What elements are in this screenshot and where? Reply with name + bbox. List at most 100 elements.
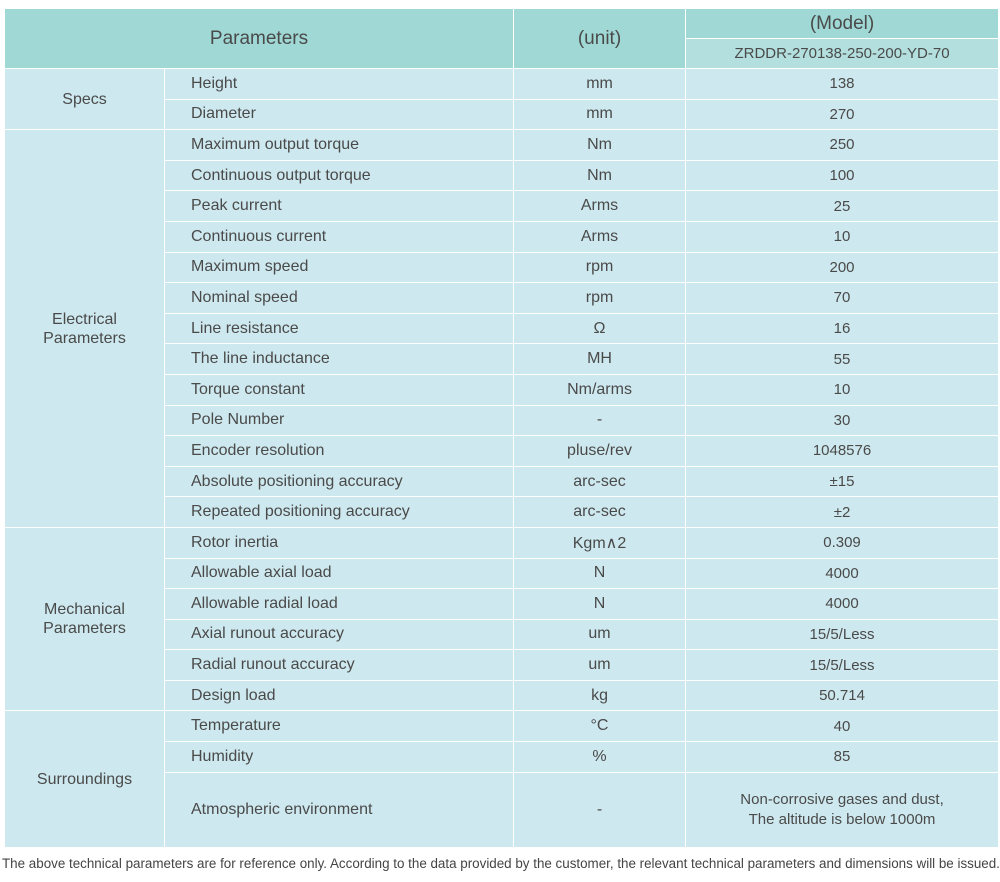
param-value: 4000 xyxy=(685,588,1000,620)
param-name: Maximum output torque xyxy=(163,129,515,161)
param-value: 138 xyxy=(685,68,1000,100)
table-row: Absolute positioning accuracy arc-sec ±15 xyxy=(5,465,1000,498)
param-unit: mm xyxy=(513,68,687,100)
group-cell: Surroundings xyxy=(4,710,165,848)
param-unit: arc-sec xyxy=(513,465,687,498)
param-name: Line resistance xyxy=(163,312,515,345)
param-unit: °C xyxy=(513,710,687,743)
param-name: Absolute positioning accuracy xyxy=(163,465,515,498)
param-value: 200 xyxy=(685,251,1000,284)
spec-table-wrap: Parameters (unit) (Model) ZRDDR-270138-2… xyxy=(3,8,1000,848)
table-row: Continuous current Arms 10 xyxy=(5,220,1000,253)
param-value: 85 xyxy=(685,741,1000,773)
table-row: Atmospheric environment - Non-corrosive ga… xyxy=(5,771,1000,848)
header-row: ZRDDR-270138-250-200-YD-70 xyxy=(5,38,1000,69)
param-value: 16 xyxy=(685,312,1000,345)
table-row: Encoder resolution pluse/rev 1048576 xyxy=(5,435,1000,467)
param-name: Radial runout accuracy xyxy=(163,649,515,681)
table-row: Pole Number -30 xyxy=(5,404,1000,437)
group-name: Electrical Parameters xyxy=(43,310,126,347)
group-name: Surroundings xyxy=(36,770,133,788)
group-cell: Mechanical Parameters xyxy=(4,526,165,712)
param-unit: Ω xyxy=(513,312,687,345)
table-row: Repeated positioning accuracy arc-sec ±2 xyxy=(5,496,1000,528)
group-name: Specs xyxy=(62,90,107,108)
param-value: 70 xyxy=(685,282,1000,314)
param-unit: Nm/arms xyxy=(513,373,687,406)
param-name: Atmospheric environment xyxy=(163,771,515,848)
table-row: Maximum speed rpm 200 xyxy=(5,251,1000,284)
header-row: Parameters (unit) (Model) xyxy=(3,8,1000,69)
table-row: Continuous output torque Nm 100 xyxy=(5,159,1000,192)
param-name: Height xyxy=(163,68,515,100)
param-name: Design load xyxy=(163,679,515,712)
table-body: Parameters (unit) (Model) ZRDDR-270138-2… xyxy=(3,8,1000,848)
param-unit: Nm xyxy=(513,129,687,161)
table-row: Electrical Parameters Maximum output torq… xyxy=(4,129,1000,528)
table-row: Mechanical Parameters Rotor inertia Kgm∧2 0… xyxy=(4,526,1000,712)
param-value: 25 xyxy=(685,190,1000,222)
table-row: Surroundings Temperature °C 40 xyxy=(4,710,1000,848)
param-name: Nominal speed xyxy=(163,282,515,314)
param-unit: Arms xyxy=(513,190,687,222)
param-unit: MH xyxy=(513,343,687,375)
param-unit: mm xyxy=(513,98,687,131)
param-unit: Nm xyxy=(513,159,687,192)
param-unit: % xyxy=(513,741,687,773)
param-value: 15/5/Less xyxy=(685,618,1000,651)
param-name: Allowable axial load xyxy=(163,557,515,590)
table-row: Radial runout accuracy um 15/5/Less xyxy=(5,649,1000,681)
table-row: Torque constant Nm/arms 10 xyxy=(5,373,1000,406)
param-unit: N xyxy=(513,588,687,620)
param-unit: pluse/rev xyxy=(513,435,687,467)
param-name: Continuous current xyxy=(163,220,515,253)
table-row: The line inductance MH 55 xyxy=(5,343,1000,375)
param-name: Diameter xyxy=(163,98,515,131)
table-row: Design load kg 50.714 xyxy=(5,679,1000,712)
table-row: Diameter mm 270 xyxy=(5,98,1000,131)
param-value: 30 xyxy=(685,404,1000,437)
param-unit: um xyxy=(513,618,687,651)
param-value: 10 xyxy=(685,220,1000,253)
param-name: Humidity xyxy=(163,741,515,773)
param-value: ±2 xyxy=(685,496,1000,528)
param-name: The line inductance xyxy=(163,343,515,375)
param-value: Non-corrosive gases and dust, The altitud… xyxy=(685,771,1000,848)
value-line: Non-corrosive gases and dust, xyxy=(740,790,944,808)
value-line: The altitude is below 1000m xyxy=(748,810,936,828)
table-row: Line resistance Ω 16 xyxy=(5,312,1000,345)
param-name: Continuous output torque xyxy=(163,159,515,192)
param-unit: N xyxy=(513,557,687,590)
param-name: Peak current xyxy=(163,190,515,222)
param-value: 250 xyxy=(685,129,1000,161)
param-name: Maximum speed xyxy=(163,251,515,284)
param-name: Axial runout accuracy xyxy=(163,618,515,651)
param-name: Pole Number xyxy=(163,404,515,437)
param-unit: - xyxy=(513,404,687,437)
param-unit: Kgm∧2 xyxy=(513,526,687,559)
param-name: Encoder resolution xyxy=(163,435,515,467)
param-unit: rpm xyxy=(513,282,687,314)
param-unit: arc-sec xyxy=(513,496,687,528)
param-value: 0.309 xyxy=(685,526,1000,559)
param-unit: um xyxy=(513,649,687,681)
param-value: 4000 xyxy=(685,557,1000,590)
param-name: Repeated positioning accuracy xyxy=(163,496,515,528)
param-name: Torque constant xyxy=(163,373,515,406)
param-name: Rotor inertia xyxy=(163,526,515,559)
param-value: 10 xyxy=(685,373,1000,406)
header-parameters: Parameters xyxy=(3,8,515,69)
header-model-label: (Model) xyxy=(685,8,1000,39)
param-unit: Arms xyxy=(513,220,687,253)
param-value: 270 xyxy=(685,98,1000,131)
param-unit: kg xyxy=(513,679,687,712)
table-row: Humidity% 85 xyxy=(5,741,1000,773)
param-value: 1048576 xyxy=(685,435,1000,467)
param-value: 15/5/Less xyxy=(685,649,1000,681)
group-name: Mechanical Parameters xyxy=(43,601,126,638)
table-row: Specs Height mm 138 xyxy=(4,67,1000,131)
table-row: Peak current Arms 25 xyxy=(5,190,1000,222)
param-value: 50.714 xyxy=(685,679,1000,712)
param-unit: - xyxy=(513,771,687,848)
header-unit: (unit) xyxy=(513,8,687,69)
